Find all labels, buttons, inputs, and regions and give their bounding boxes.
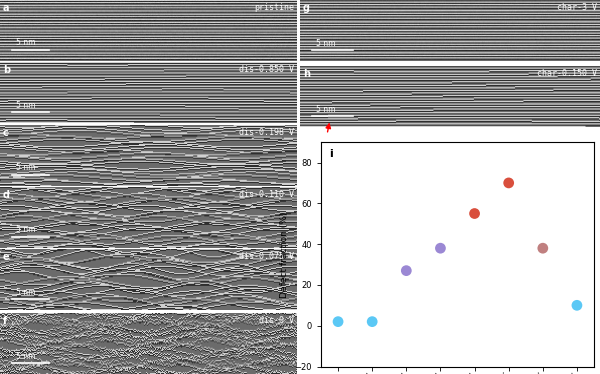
Text: dis-0.850 V: dis-0.850 V (239, 65, 294, 74)
Text: 5 nm: 5 nm (16, 101, 36, 110)
Text: char-3 V: char-3 V (557, 3, 597, 12)
Text: i: i (329, 149, 333, 159)
Text: d: d (3, 190, 10, 200)
Text: 5 nm: 5 nm (16, 163, 36, 172)
Text: g: g (303, 3, 310, 13)
Text: char-0.150 V: char-0.150 V (537, 69, 597, 78)
Point (401, 268, 411, 274)
Point (504, 180, 514, 186)
Point (333, 319, 343, 325)
Text: b: b (3, 65, 10, 76)
Text: 5 nm: 5 nm (16, 352, 36, 361)
Point (538, 245, 548, 251)
Text: dis-0.110 V: dis-0.110 V (239, 190, 294, 199)
Text: dis-0.075 V: dis-0.075 V (239, 252, 294, 261)
Y-axis label: Defect fraction (%): Defect fraction (%) (280, 211, 289, 297)
Text: 5 nm: 5 nm (16, 39, 36, 47)
Text: h: h (303, 69, 310, 79)
Point (470, 211, 479, 217)
Text: e: e (3, 252, 10, 263)
Text: a: a (3, 3, 10, 13)
Text: 5 nm: 5 nm (317, 39, 336, 48)
Point (572, 302, 582, 308)
Point (436, 245, 445, 251)
Text: pristine: pristine (254, 3, 294, 12)
Text: 5 nm: 5 nm (16, 288, 36, 297)
Text: f: f (3, 316, 7, 326)
Text: dis-0.198 V: dis-0.198 V (239, 128, 294, 137)
Text: 5 nm: 5 nm (317, 105, 336, 114)
Text: 5 nm: 5 nm (16, 226, 36, 234)
Point (367, 319, 377, 325)
Text: dis-0 V: dis-0 V (259, 316, 294, 325)
Text: c: c (3, 128, 9, 138)
